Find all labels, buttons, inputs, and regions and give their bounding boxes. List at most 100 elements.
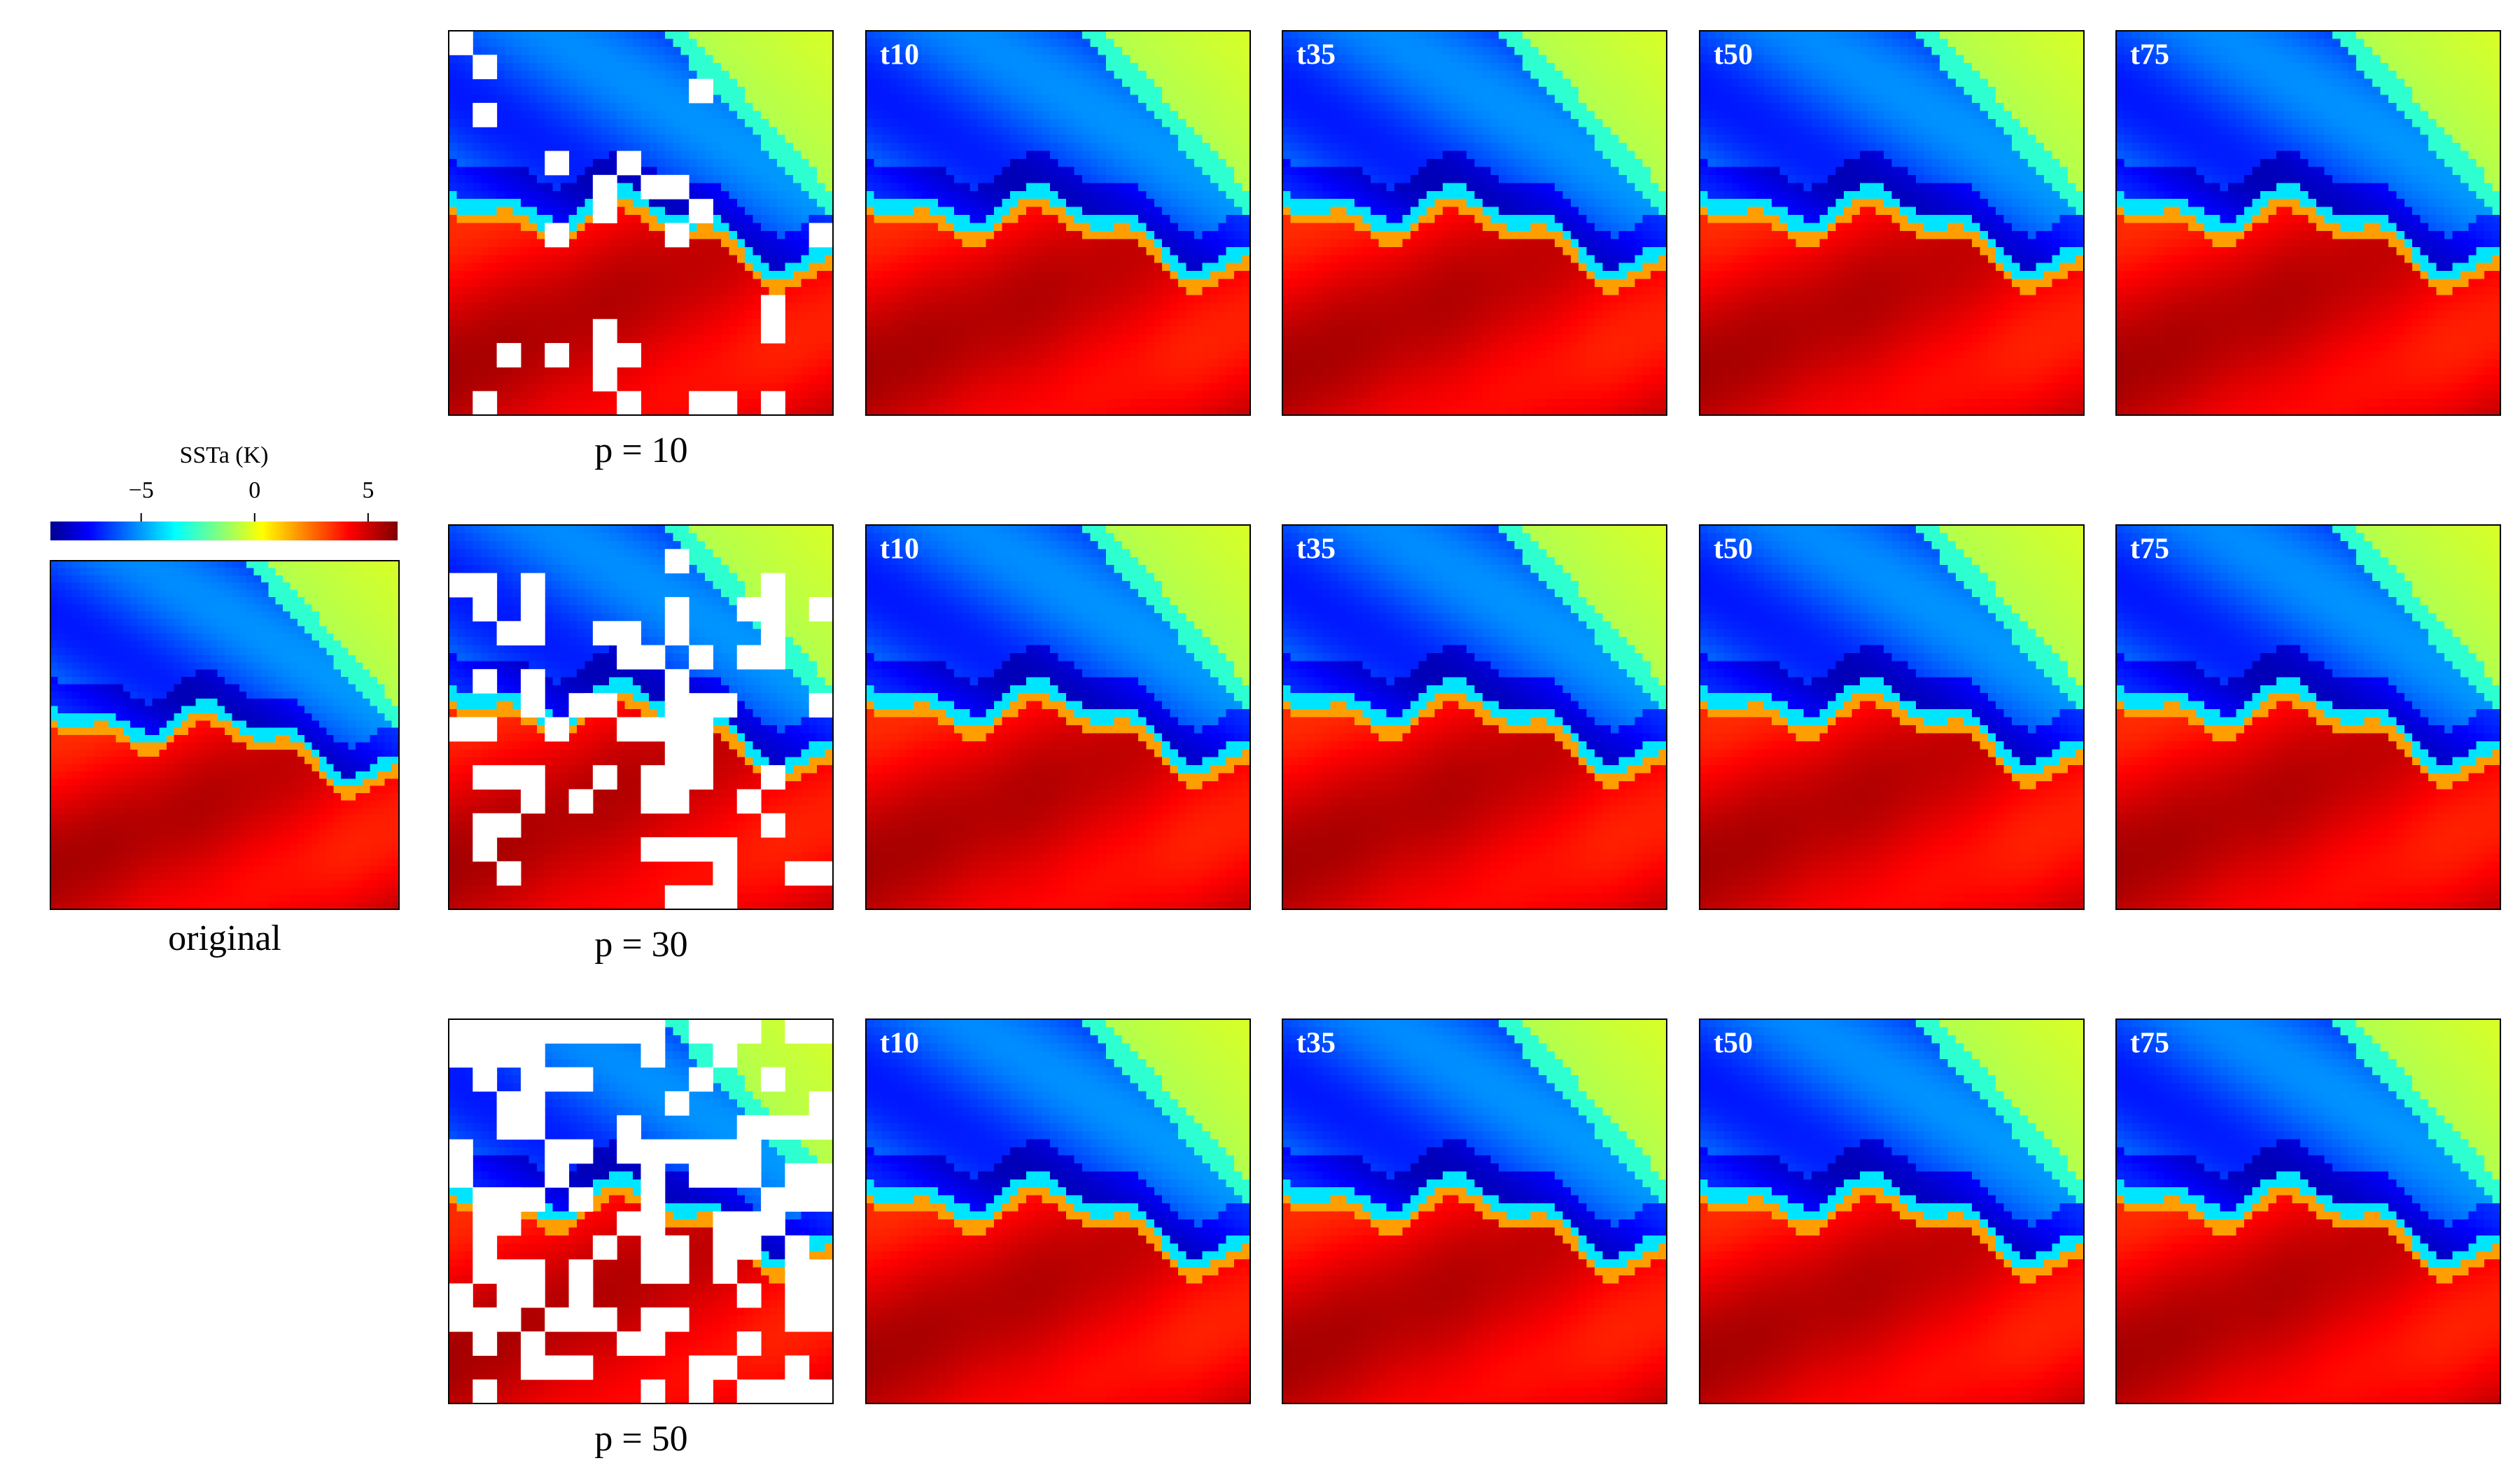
mask-cell bbox=[713, 1211, 738, 1236]
mask-cell bbox=[496, 1019, 522, 1044]
mask-cell bbox=[689, 717, 713, 742]
mask-cell bbox=[472, 1307, 498, 1332]
mask-cell bbox=[736, 1115, 762, 1140]
mask-cell bbox=[568, 789, 594, 814]
mask-cell bbox=[449, 31, 473, 55]
mask-cell bbox=[496, 1211, 522, 1236]
mask-cell bbox=[472, 55, 498, 80]
mask-cell bbox=[664, 174, 690, 200]
reconstruction-image bbox=[2116, 525, 2500, 909]
mask-cell bbox=[713, 693, 738, 718]
mask-cell bbox=[592, 693, 617, 718]
mask-cell bbox=[689, 1355, 713, 1380]
mask-cell bbox=[520, 693, 545, 718]
mask-cell bbox=[785, 1163, 810, 1188]
panel-border bbox=[1282, 30, 1667, 416]
mask-cell bbox=[496, 861, 522, 886]
mask-cell bbox=[617, 1211, 641, 1236]
mask-cell bbox=[568, 1019, 594, 1044]
mask-cell bbox=[545, 343, 570, 368]
mask-cell bbox=[640, 765, 666, 790]
mask-cell bbox=[472, 1019, 498, 1044]
mask-cell bbox=[568, 693, 594, 718]
mask-cell bbox=[808, 223, 834, 248]
mask-cell bbox=[472, 813, 498, 838]
mask-cell bbox=[808, 1115, 834, 1140]
mask-cell bbox=[592, 199, 617, 223]
colorbar-title: SSTa (K) bbox=[179, 442, 268, 468]
mask-cell bbox=[496, 1187, 522, 1212]
reconstruction-image bbox=[866, 1019, 1250, 1404]
mask-cell bbox=[808, 596, 834, 622]
mask-cell bbox=[472, 1211, 498, 1236]
mask-cell bbox=[617, 1331, 641, 1356]
mask-cell bbox=[785, 1187, 810, 1212]
mask-cell bbox=[640, 837, 666, 862]
panel-label: t75 bbox=[2130, 533, 2169, 566]
mask-cell bbox=[689, 78, 713, 104]
mask-cell bbox=[664, 621, 690, 646]
reconstruction-image bbox=[1282, 1019, 1667, 1404]
mask-cell bbox=[568, 1355, 594, 1380]
mask-cell bbox=[808, 693, 834, 718]
mask-cell bbox=[472, 1067, 498, 1092]
panel-border bbox=[1699, 524, 2085, 910]
mask-cell bbox=[640, 717, 666, 742]
panel-border bbox=[448, 524, 834, 910]
mask-cell bbox=[592, 174, 617, 200]
mask-cell bbox=[761, 765, 785, 790]
mask-cell bbox=[713, 837, 738, 862]
mask-cell bbox=[640, 1379, 666, 1404]
reconstruction-image bbox=[1282, 31, 1667, 415]
mask-cell bbox=[496, 1043, 522, 1068]
mask-cell bbox=[785, 861, 810, 886]
mask-cell bbox=[472, 1235, 498, 1260]
mask-cell bbox=[472, 717, 498, 742]
mask-cell bbox=[713, 391, 738, 416]
mask-cell bbox=[736, 596, 762, 622]
mask-cell bbox=[592, 1307, 617, 1332]
mask-cell bbox=[520, 789, 545, 814]
mask-cell bbox=[617, 1115, 641, 1140]
mask-cell bbox=[640, 174, 666, 200]
mask-cell bbox=[689, 199, 713, 223]
mask-cell bbox=[736, 1139, 762, 1164]
mask-cell bbox=[689, 1163, 713, 1188]
mask-cell bbox=[496, 813, 522, 838]
panel-border bbox=[50, 560, 400, 910]
mask-cell bbox=[785, 1355, 810, 1380]
mask-cell bbox=[713, 1259, 738, 1284]
mask-cell bbox=[520, 1043, 545, 1068]
mask-cell bbox=[640, 1307, 666, 1332]
mask-cell bbox=[713, 885, 738, 910]
mask-cell bbox=[785, 1259, 810, 1284]
mask-cell bbox=[545, 1307, 570, 1332]
mask-cell bbox=[664, 765, 690, 790]
mask-cell bbox=[472, 1043, 498, 1068]
mask-cell bbox=[472, 668, 498, 694]
mask-cell bbox=[592, 318, 617, 344]
panel-label: t50 bbox=[1714, 39, 1753, 71]
mask-cell bbox=[808, 1283, 834, 1308]
mask-cell bbox=[761, 596, 785, 622]
mask-cell bbox=[785, 1283, 810, 1308]
mask-cell bbox=[689, 765, 713, 790]
mask-cell bbox=[736, 1235, 762, 1260]
mask-cell bbox=[785, 1115, 810, 1140]
mask-cell bbox=[736, 1211, 762, 1236]
mask-cell bbox=[496, 621, 522, 646]
panel-label: t35 bbox=[1296, 1028, 1336, 1060]
mask-cell bbox=[520, 573, 545, 598]
mask-cell bbox=[713, 861, 738, 886]
reconstruction-image bbox=[2116, 31, 2500, 415]
mask-cell bbox=[664, 1259, 690, 1284]
mask-cell bbox=[736, 1283, 762, 1308]
mask-cell bbox=[545, 717, 570, 742]
mask-cell bbox=[568, 1283, 594, 1308]
panel-label: t50 bbox=[1714, 1028, 1753, 1060]
mask-cell bbox=[785, 1307, 810, 1332]
mask-cell bbox=[664, 837, 690, 862]
panel-border bbox=[865, 1018, 1251, 1404]
